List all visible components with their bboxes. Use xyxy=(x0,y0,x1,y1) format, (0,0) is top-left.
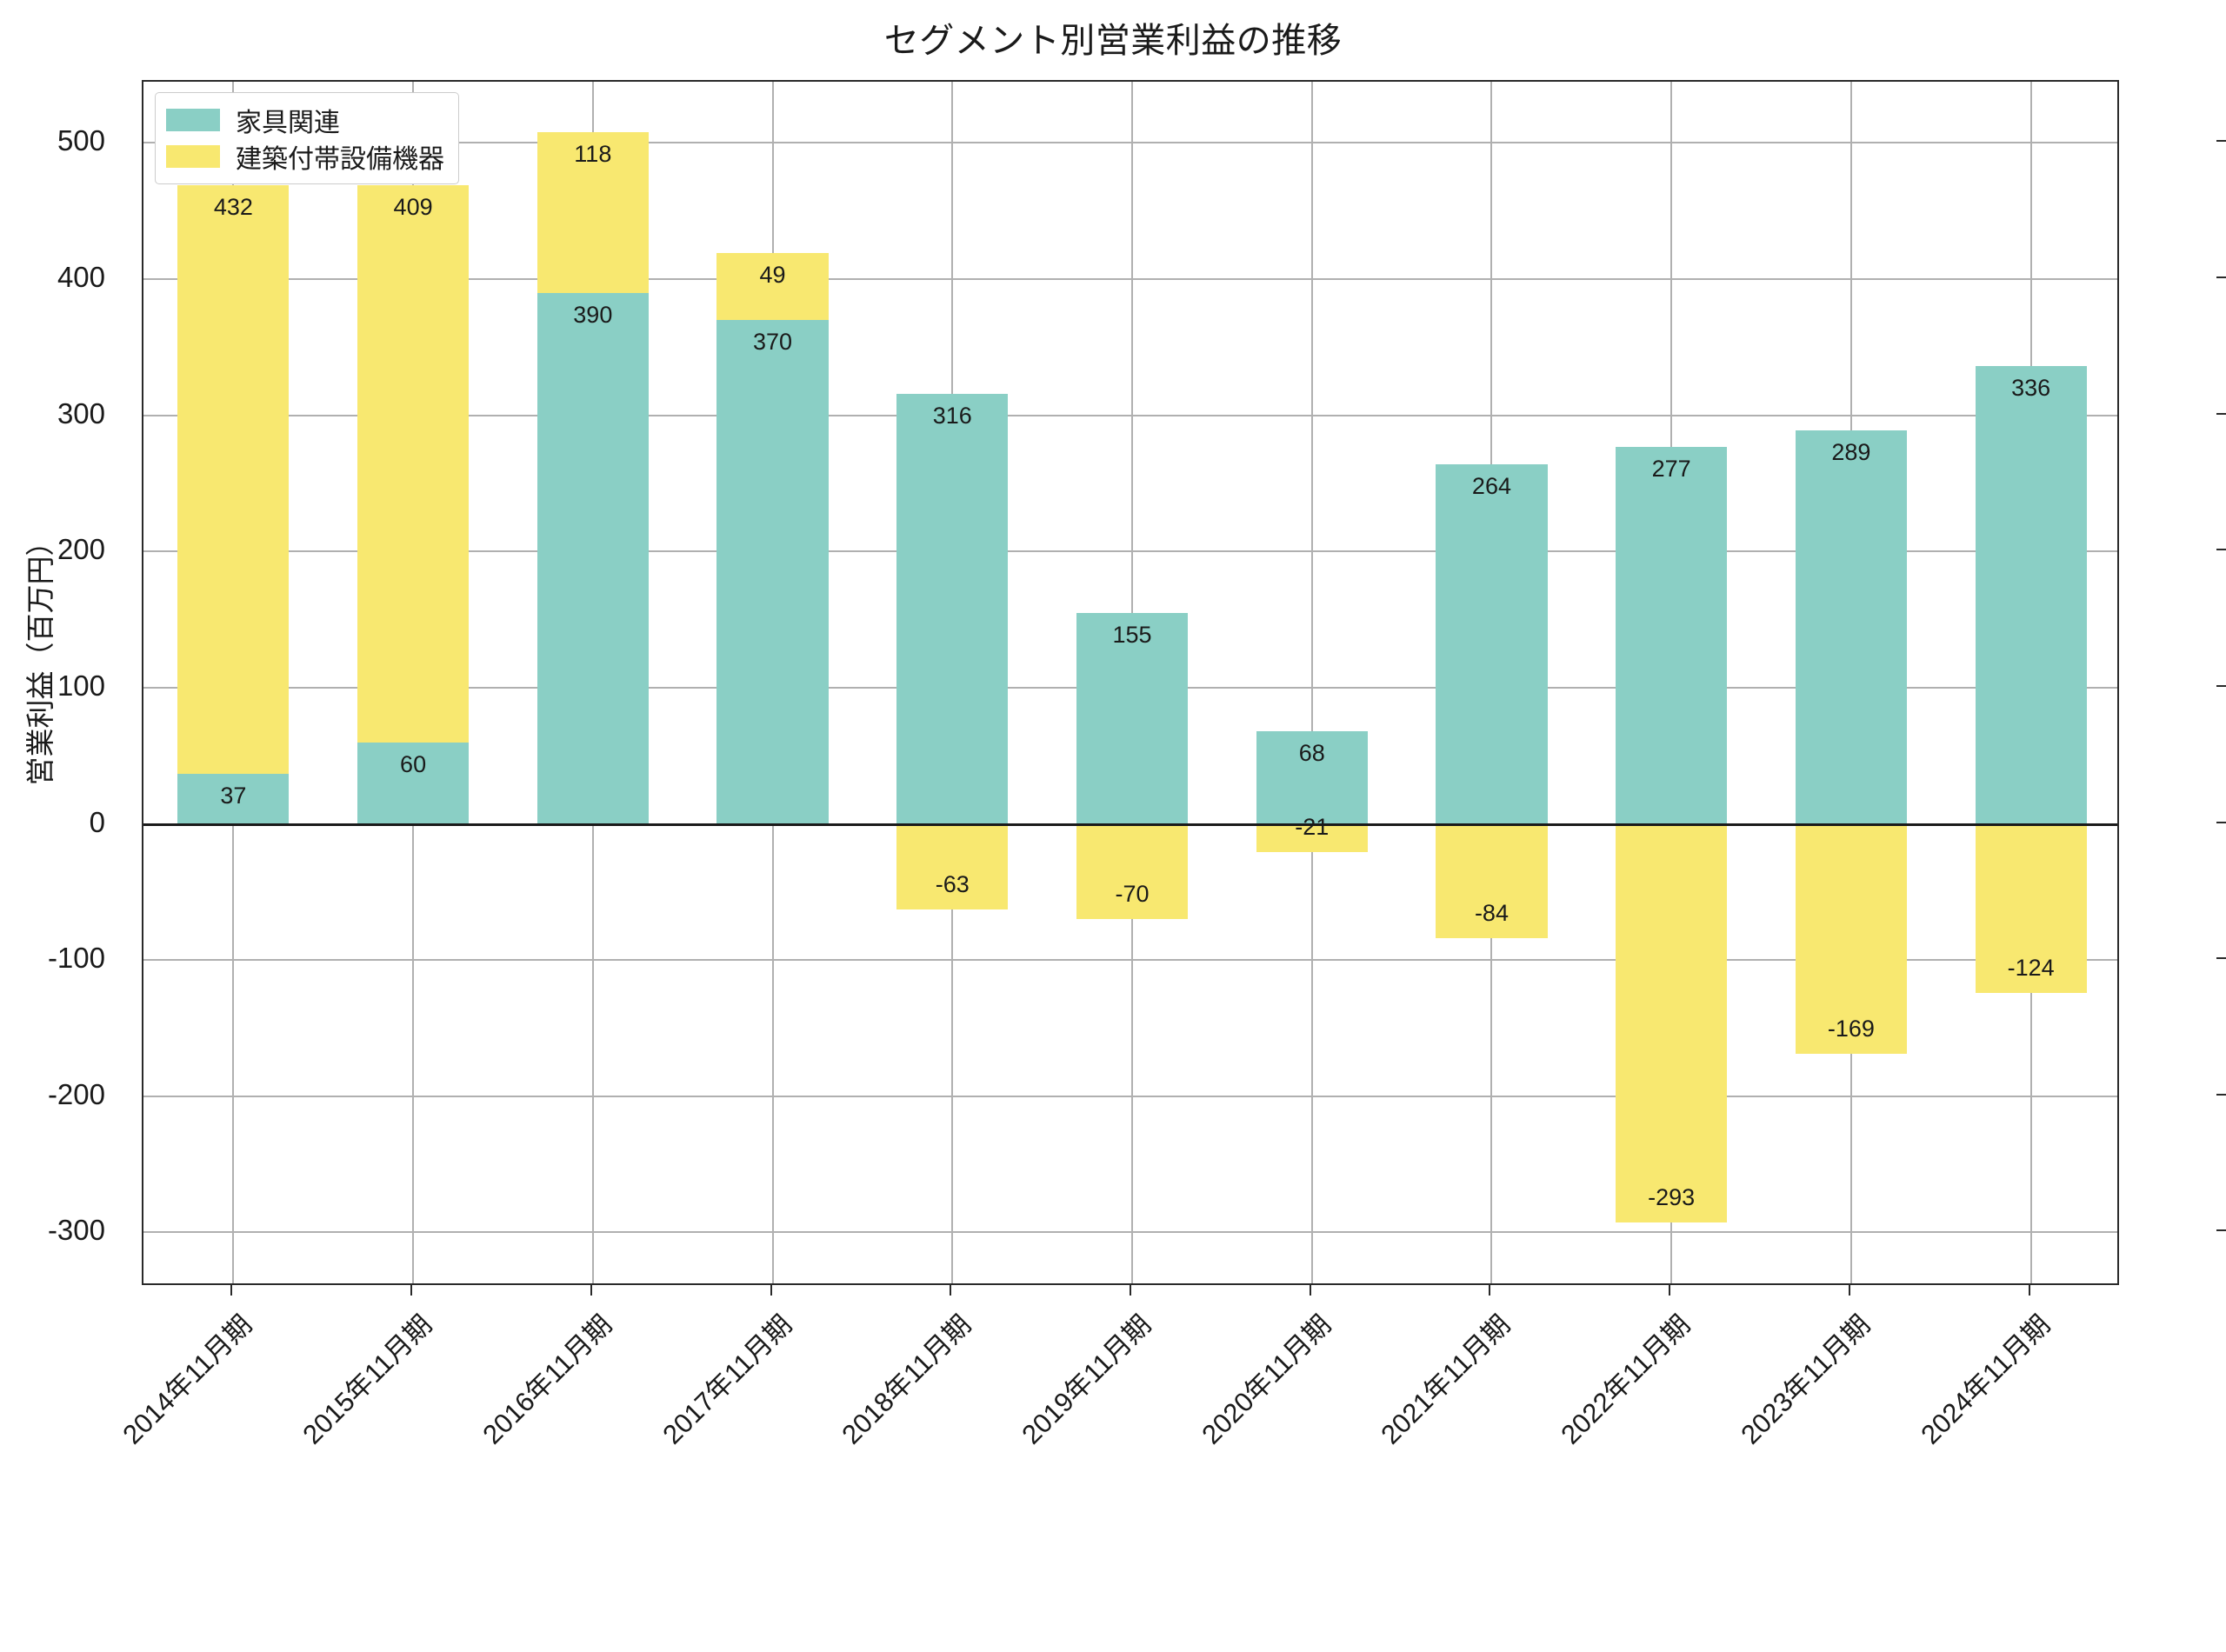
x-axis-tick-mark xyxy=(770,1285,772,1296)
bar-segment[interactable] xyxy=(177,185,290,774)
y-axis-tick-label: -300 xyxy=(47,1214,105,1247)
x-axis-tick-label: 2018年11月期 xyxy=(836,1309,977,1450)
y-axis-tick-label: 0 xyxy=(89,805,105,838)
y-axis-tick-mark xyxy=(2216,549,2226,551)
x-axis-tick-mark xyxy=(1669,1285,1671,1296)
y-axis-tick-label: -100 xyxy=(47,942,105,975)
bar-segment[interactable] xyxy=(537,292,649,824)
x-axis-tick-label: 2022年11月期 xyxy=(1555,1309,1696,1450)
y-axis-tick-mark xyxy=(2216,1093,2226,1096)
legend-item-furniture[interactable]: 家具関連 xyxy=(166,102,444,138)
y-axis-tick-mark xyxy=(2216,821,2226,823)
bar-segment[interactable] xyxy=(1256,731,1368,824)
x-axis-tick-mark xyxy=(230,1285,233,1296)
bar-segment[interactable] xyxy=(1616,446,1728,824)
gridline-horizontal xyxy=(143,1095,2117,1097)
y-axis-label: 営業利益（百万円） xyxy=(24,527,57,786)
x-axis-tick-mark xyxy=(410,1285,413,1296)
x-axis-tick-label: 2019年11月期 xyxy=(1016,1309,1157,1450)
x-axis-tick-mark xyxy=(2028,1285,2030,1296)
legend-label-building-equipment: 建築付帯設備機器 xyxy=(236,145,444,174)
x-axis-tick-label: 2023年11月期 xyxy=(1735,1309,1876,1450)
gridline-horizontal xyxy=(143,550,2117,553)
bar-segment[interactable] xyxy=(716,320,829,824)
bar-segment[interactable] xyxy=(177,773,290,824)
page-title: セグメント別営業利益の推移 xyxy=(883,22,1343,60)
bar-segment[interactable] xyxy=(896,393,1009,824)
bar-segment[interactable] xyxy=(1795,430,1907,824)
bar-segment[interactable] xyxy=(1975,823,2087,993)
bar-segment[interactable] xyxy=(1436,823,1548,939)
chart-legend: 家具関連 建築付帯設備機器 xyxy=(155,92,459,184)
chart-figure: セグメント別営業利益の推移 37 432 60 409 390 118 370 49 316 -6… xyxy=(24,22,2226,1450)
bar-segment[interactable] xyxy=(1795,823,1907,1055)
bar-segment[interactable] xyxy=(896,823,1009,910)
y-axis-tick-label: 400 xyxy=(57,261,105,294)
x-axis-tick-mark xyxy=(950,1285,952,1296)
y-axis-tick-mark xyxy=(2216,957,2226,960)
bar-segment[interactable] xyxy=(1256,823,1368,853)
bar-segment[interactable] xyxy=(1076,612,1189,824)
x-axis-tick-label: 2020年11月期 xyxy=(1196,1309,1337,1450)
gridline-horizontal xyxy=(143,414,2117,416)
x-axis-tick-mark xyxy=(1848,1285,1850,1296)
bar-segment[interactable] xyxy=(1616,823,1728,1223)
y-axis-tick-label: 300 xyxy=(57,396,105,430)
y-axis-tick-mark xyxy=(2216,1229,2226,1232)
y-axis-tick-label: 200 xyxy=(57,533,105,566)
gridline-horizontal xyxy=(143,278,2117,281)
legend-swatch-building-equipment xyxy=(166,145,220,168)
bar-segment[interactable] xyxy=(1975,366,2087,824)
bar-segment[interactable] xyxy=(357,742,470,824)
gridline-horizontal xyxy=(143,1231,2117,1234)
bar-segment[interactable] xyxy=(716,253,829,321)
zero-baseline xyxy=(143,823,2117,826)
y-axis-tick-mark xyxy=(2216,684,2226,687)
x-axis-tick-mark xyxy=(590,1285,592,1296)
x-axis-tick-mark xyxy=(1309,1285,1311,1296)
x-axis-tick-label: 2017年11月期 xyxy=(656,1309,797,1450)
legend-swatch-furniture xyxy=(166,109,220,131)
y-axis-tick-mark xyxy=(2216,140,2226,143)
gridline-horizontal xyxy=(143,142,2117,144)
legend-label-furniture: 家具関連 xyxy=(236,109,340,137)
x-axis-tick-label: 2015年11月期 xyxy=(297,1309,438,1450)
legend-item-building-equipment[interactable]: 建築付帯設備機器 xyxy=(166,138,444,175)
gridline-horizontal xyxy=(143,959,2117,962)
y-axis-tick-mark xyxy=(2216,276,2226,279)
x-axis-tick-label: 2021年11月期 xyxy=(1375,1309,1516,1450)
y-axis-tick-label: -200 xyxy=(47,1077,105,1110)
y-axis-tick-label: 500 xyxy=(57,124,105,157)
y-axis-tick-mark xyxy=(2216,412,2226,415)
x-axis-tick-label: 2016年11月期 xyxy=(477,1309,618,1450)
bar-segment[interactable] xyxy=(357,185,470,743)
x-axis-tick-label: 2024年11月期 xyxy=(1914,1309,2056,1450)
x-axis-tick-mark xyxy=(1489,1285,1491,1296)
plot-area: 37 432 60 409 390 118 370 49 316 -63 155 -70 68 -21 26… xyxy=(142,80,2119,1285)
gridline-vertical xyxy=(1310,82,1313,1283)
y-axis-tick-label: 100 xyxy=(57,669,105,702)
x-axis-tick-mark xyxy=(1130,1285,1131,1296)
bar-segment[interactable] xyxy=(1436,464,1548,824)
bar-segment[interactable] xyxy=(1076,823,1189,920)
bar-segment[interactable] xyxy=(537,131,649,293)
